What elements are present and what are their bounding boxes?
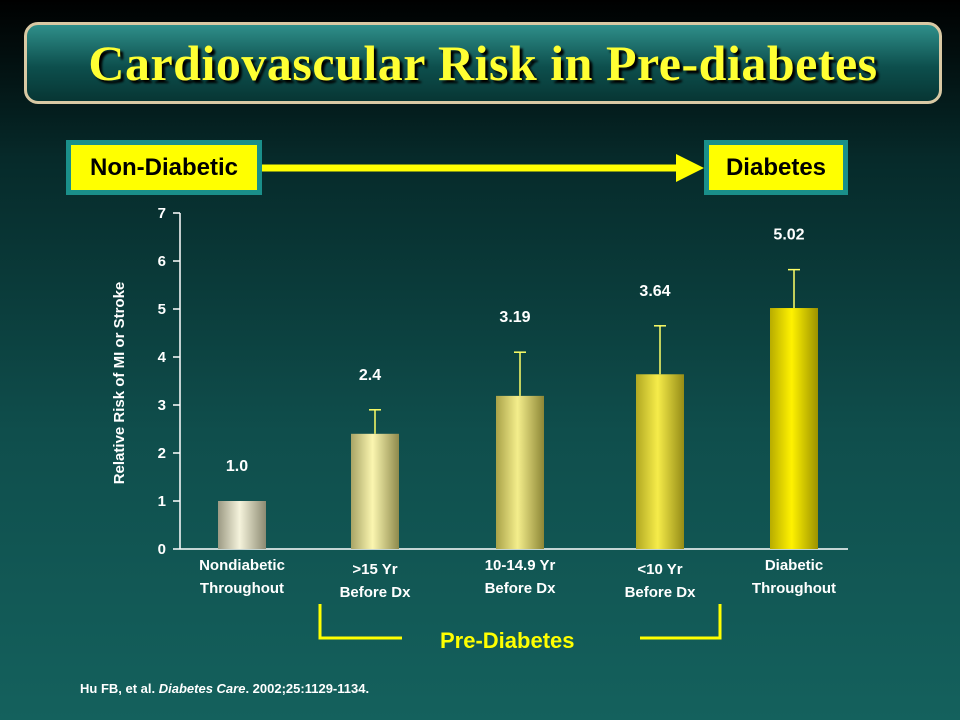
bar: [496, 395, 544, 549]
diabetes-label: Diabetes: [725, 153, 827, 181]
y-tick-label: 6: [158, 253, 166, 270]
citation-authors: Hu FB, et al.: [80, 681, 159, 696]
title-bar: Cardiovascular Risk in Pre-diabetes: [24, 22, 942, 104]
citation-journal: Diabetes Care: [158, 681, 246, 696]
citation-details: . 2002;25:1129-1134.: [245, 681, 370, 696]
data-label: 2.4: [359, 367, 381, 384]
bar: [636, 374, 684, 549]
x-tick-label: Nondiabetic: [199, 557, 285, 574]
y-tick-label: 2: [158, 445, 166, 462]
x-tick-label: Before Dx: [625, 584, 697, 601]
x-tick-label: Throughout: [200, 580, 284, 597]
diabetes-box: Diabetes: [704, 140, 848, 195]
y-tick-label: 0: [158, 541, 166, 558]
bar: [218, 501, 266, 549]
x-tick-label: <10 Yr: [637, 561, 682, 578]
data-label: 1.0: [226, 458, 248, 475]
progression-arrow: [262, 154, 704, 182]
y-tick-label: 5: [158, 301, 166, 318]
page-title: Cardiovascular Risk in Pre-diabetes: [88, 35, 878, 91]
x-tick-label: Diabetic: [765, 557, 823, 574]
citation: Hu FB, et al. Diabetes Care. 2002;25:112…: [80, 681, 369, 696]
y-tick-label: 4: [158, 349, 167, 366]
data-label: 3.64: [639, 283, 670, 300]
data-label: 5.02: [773, 227, 804, 244]
y-tick-label: 1: [158, 493, 166, 510]
bar: [351, 433, 399, 549]
x-tick-label: >15 Yr: [352, 561, 397, 578]
non-diabetic-label: Non-Diabetic: [89, 153, 238, 181]
bar: [770, 308, 818, 549]
non-diabetic-box: Non-Diabetic: [66, 140, 262, 195]
y-axis-label: Relative Risk of MI or Stroke: [111, 282, 128, 485]
y-tick-label: 7: [158, 205, 166, 222]
x-tick-label: Before Dx: [340, 584, 412, 601]
y-tick-label: 3: [158, 397, 166, 414]
data-label: 3.19: [499, 309, 530, 326]
x-tick-label: 10-14.9 Yr: [485, 557, 556, 574]
x-tick-label: Throughout: [752, 580, 836, 597]
x-tick-label: Before Dx: [485, 580, 557, 597]
pre-diabetes-label: Pre-Diabetes: [440, 628, 575, 653]
